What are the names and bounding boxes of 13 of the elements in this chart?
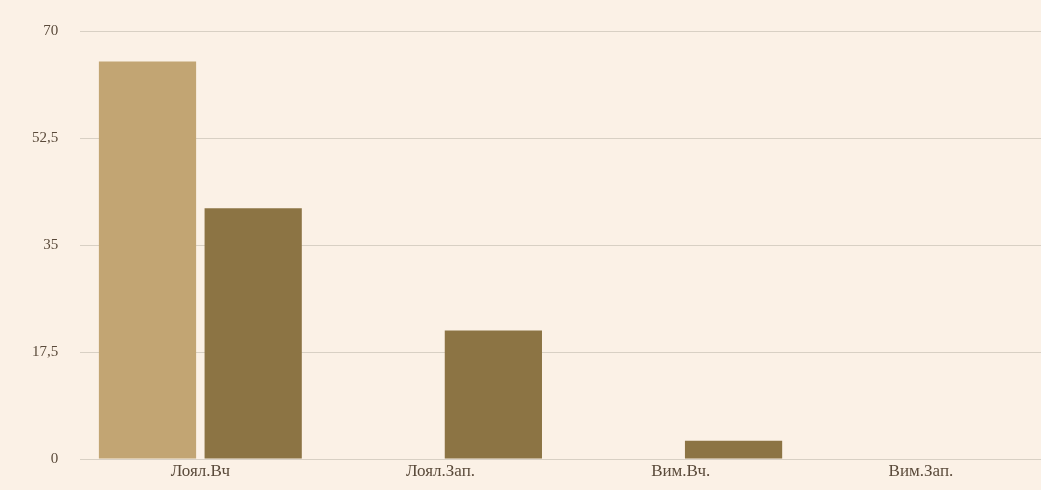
y-tick-label: 0 [50,449,59,466]
bar [684,440,783,459]
x-tick-label: Вим.Вч. [651,460,711,480]
y-tick-label: 35 [43,235,59,252]
bar [444,330,542,459]
y-tick-label: 52,5 [32,128,59,145]
x-tick-label: Лоял.Вч [170,460,231,480]
bar [98,61,197,459]
y-tick-label: 17,5 [32,342,59,359]
x-tick-label: Лоял.Зап. [406,460,476,480]
x-tick-label: Вим.Зап. [888,460,954,480]
bar [204,208,302,459]
y-tick-label: 70 [43,21,59,38]
